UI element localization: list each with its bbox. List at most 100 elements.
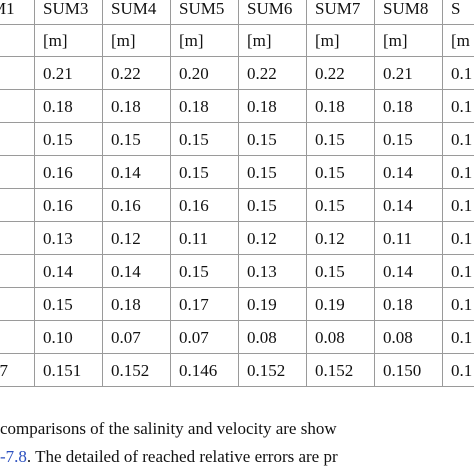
table-cell: 0.1	[442, 122, 474, 156]
table-cell: 0.11	[374, 221, 443, 255]
table-cell: 0.16	[102, 188, 171, 222]
table-cell: 0.1	[442, 155, 474, 189]
table-cell: 0.16	[170, 188, 239, 222]
table-cell: 0.14	[34, 254, 103, 288]
table-cell: 0.08	[374, 320, 443, 354]
table-cell: 0.14	[374, 155, 443, 189]
table-cell: 0.11	[170, 221, 239, 255]
table-row: 70.180.180.180.180.180.180.1	[0, 89, 474, 123]
table-cell: 0.13	[34, 221, 103, 255]
column-header: S	[442, 0, 474, 25]
table-cell: 0.18	[374, 89, 443, 123]
table-cell: 0.15	[238, 122, 307, 156]
table-cell: 7	[0, 89, 35, 123]
figure-reference-link[interactable]: -7.8	[0, 447, 27, 466]
table-cell: 0.18	[102, 287, 171, 321]
table-cell: 0	[0, 56, 35, 90]
unit-cell: ]	[0, 24, 35, 57]
table-cell: 0.15	[374, 122, 443, 156]
table-cell: 0.14	[374, 254, 443, 288]
table-cell: 0.12	[238, 221, 307, 255]
table-cell: 0.14	[374, 188, 443, 222]
table-cell: 4	[0, 122, 35, 156]
table-cell: 0.15	[306, 155, 375, 189]
table-row: 60.160.160.160.150.150.140.1	[0, 188, 474, 222]
table-cell: 0.1	[442, 56, 474, 90]
table-cell: 0.16	[34, 188, 103, 222]
body-paragraph: comparisons of the salinity and velocity…	[0, 415, 474, 471]
table-cell: 0.22	[102, 56, 171, 90]
unit-cell: [m]	[102, 24, 171, 57]
table-cell: 0.18	[34, 89, 103, 123]
table-cell: 0.17	[170, 287, 239, 321]
table-cell: 0.152	[238, 353, 307, 387]
table-cell: 4	[0, 155, 35, 189]
table-cell: 1	[0, 221, 35, 255]
table-cell: 47	[0, 353, 35, 387]
column-header: SUM6	[238, 0, 307, 25]
table-cell: 0.1	[442, 188, 474, 222]
table-cell: 0.1	[442, 254, 474, 288]
table-cell: 0.14	[102, 254, 171, 288]
column-header: SUM3	[34, 0, 103, 25]
table-cell: 0.15	[306, 254, 375, 288]
table-cell: 0.18	[374, 287, 443, 321]
unit-cell: [m]	[306, 24, 375, 57]
table-row: 10.130.120.110.120.120.110.1	[0, 221, 474, 255]
table-cell: 0.18	[102, 89, 171, 123]
table-cell: 0.150	[374, 353, 443, 387]
table-cell: 0.1	[442, 221, 474, 255]
table-cell: 0.07	[102, 320, 171, 354]
table-body: ][m][m][m][m][m][m][m 00.210.220.200.220…	[0, 24, 474, 387]
table-cell: 0.12	[306, 221, 375, 255]
table-cell: 0.152	[102, 353, 171, 387]
table-cell: 0.146	[170, 353, 239, 387]
table-row: 50.140.140.150.130.150.140.1	[0, 254, 474, 288]
table-cell: 0.15	[170, 254, 239, 288]
table-cell: 0.18	[306, 89, 375, 123]
column-header: SUM7	[306, 0, 375, 25]
table-row: 40.160.140.150.150.150.140.1	[0, 155, 474, 189]
table-cell: 0.07	[170, 320, 239, 354]
table-cell: 0.21	[34, 56, 103, 90]
table-cell: 0.15	[306, 122, 375, 156]
table-cell: 0.15	[34, 287, 103, 321]
table-cell: 0.22	[306, 56, 375, 90]
table-cell: 0.22	[238, 56, 307, 90]
table-cell: 0.08	[306, 320, 375, 354]
table-header-row: M1SUM3SUM4SUM5SUM6SUM7SUM8S	[0, 0, 474, 25]
table-row: 00.210.220.200.220.220.210.1	[0, 56, 474, 90]
table-cell: 0.12	[102, 221, 171, 255]
column-header: SUM5	[170, 0, 239, 25]
paragraph-line-2: -7.8. The detailed of reached relative e…	[0, 443, 474, 471]
table-cell: 0.15	[170, 155, 239, 189]
table-cell: 0.13	[238, 254, 307, 288]
paragraph-line-2-text: . The detailed of reached relative error…	[26, 447, 338, 466]
table-cell: 0.152	[306, 353, 375, 387]
table-cell: 0.15	[238, 188, 307, 222]
table-row: 10.100.070.070.080.080.080.1	[0, 320, 474, 354]
unit-cell: [m	[442, 24, 474, 57]
error-table: M1SUM3SUM4SUM5SUM6SUM7SUM8S ][m][m][m][m…	[0, 0, 474, 387]
table-cell: 6	[0, 188, 35, 222]
table-cell: 0.15	[306, 188, 375, 222]
table-cell: 0.10	[34, 320, 103, 354]
table-cell: 4	[0, 287, 35, 321]
table-cell: 0.19	[306, 287, 375, 321]
table-cell: 0.18	[170, 89, 239, 123]
table-cell: 0.21	[374, 56, 443, 90]
column-header: SUM8	[374, 0, 443, 25]
table-cell: 0.1	[442, 287, 474, 321]
table-unit-row: ][m][m][m][m][m][m][m	[0, 24, 474, 57]
table-cell: 0.08	[238, 320, 307, 354]
table-cell: 0.15	[34, 122, 103, 156]
table-cell: 0.15	[238, 155, 307, 189]
unit-cell: [m]	[170, 24, 239, 57]
table-cell: 0.15	[170, 122, 239, 156]
table-row: 40.150.150.150.150.150.150.1	[0, 122, 474, 156]
table-cell: 0.16	[34, 155, 103, 189]
table-cell: 0.18	[238, 89, 307, 123]
table-row: 40.150.180.170.190.190.180.1	[0, 287, 474, 321]
